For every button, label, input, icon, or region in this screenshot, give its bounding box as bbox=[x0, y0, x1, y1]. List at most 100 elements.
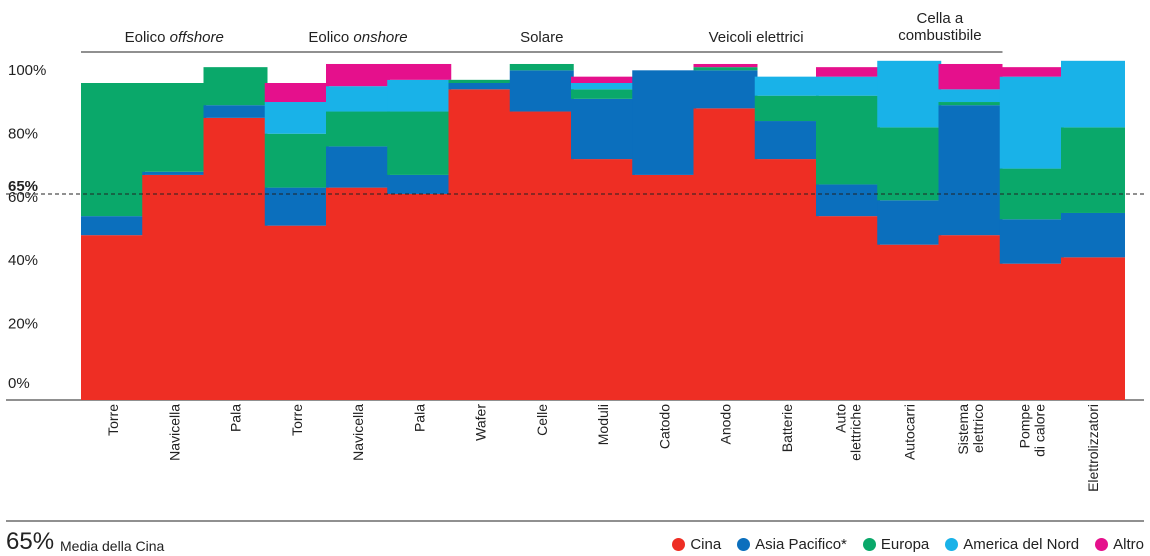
legend-label: Altro bbox=[1113, 536, 1144, 553]
bar-segment bbox=[387, 111, 452, 175]
bar-segment bbox=[509, 70, 574, 112]
x-category-label: Auto elettriche bbox=[833, 404, 864, 461]
legend-swatch bbox=[862, 538, 876, 551]
legend-item: Altro bbox=[1095, 536, 1144, 553]
x-category-label: Pala bbox=[228, 404, 244, 432]
bar-segment bbox=[816, 67, 880, 77]
x-category-label: Navicella bbox=[350, 404, 366, 461]
bar-segment bbox=[999, 263, 1064, 400]
x-category-label: Torre bbox=[289, 404, 305, 436]
bar-segment bbox=[1061, 257, 1125, 400]
x-category-text: Elettrolizzatori bbox=[1085, 404, 1101, 492]
x-category-text: Wafer bbox=[473, 404, 489, 441]
x-category-text: Pompe bbox=[1016, 404, 1032, 449]
x-category-label: Autocarri bbox=[901, 404, 917, 460]
bar-segment bbox=[754, 95, 819, 122]
bars bbox=[81, 60, 1125, 401]
x-category-text: Sistema bbox=[955, 404, 971, 455]
bar-segment bbox=[1061, 212, 1125, 258]
legend-item: Asia Pacifico* bbox=[737, 536, 847, 553]
bar-segment bbox=[326, 86, 390, 112]
bar-segment bbox=[448, 79, 513, 83]
bar-segment bbox=[142, 171, 207, 175]
bar-segment bbox=[264, 225, 329, 400]
bar-segment bbox=[142, 174, 207, 400]
x-category-label: Wafer bbox=[473, 404, 489, 441]
legend-label: Cina bbox=[690, 536, 722, 553]
bar-segment bbox=[938, 63, 1003, 90]
x-category-text: elettrico bbox=[970, 404, 986, 453]
bar-segment bbox=[81, 235, 145, 400]
bar-segment bbox=[448, 83, 513, 90]
legend-label: Asia Pacifico* bbox=[755, 536, 847, 553]
bar-segment bbox=[203, 67, 268, 106]
bar-segment bbox=[571, 159, 635, 400]
x-category-text: Moduli bbox=[595, 404, 611, 445]
y-tick-label: 20% bbox=[8, 316, 38, 333]
bar-segment bbox=[264, 187, 329, 226]
bar-segment bbox=[571, 98, 635, 160]
bar-segment bbox=[999, 219, 1064, 264]
bar-segment bbox=[816, 216, 880, 400]
bar-segment bbox=[264, 133, 329, 188]
bar-segment bbox=[509, 63, 574, 71]
x-category-text: Auto bbox=[833, 404, 849, 433]
bar-segment bbox=[203, 117, 268, 401]
x-category-label: Elettrolizzatori bbox=[1085, 404, 1101, 492]
group-titles: Eolico offshore Eolico onshore Solare Veico… bbox=[81, 10, 1003, 53]
y-tick-label: 80% bbox=[8, 125, 38, 142]
x-category-label: Sistema elettrico bbox=[955, 404, 986, 455]
bar-segment bbox=[571, 83, 635, 90]
x-category-label: Pala bbox=[411, 404, 427, 432]
bar-segment bbox=[387, 174, 452, 194]
x-category-text: elettriche bbox=[848, 404, 864, 461]
x-category-text: Celle bbox=[534, 404, 550, 436]
group-title: Cella a bbox=[917, 10, 964, 27]
bar-segment bbox=[571, 89, 635, 99]
legend-swatch bbox=[1095, 538, 1109, 551]
x-category-text: Autocarri bbox=[901, 404, 917, 460]
group-title: combustibile bbox=[898, 27, 981, 44]
average-value: 65% bbox=[6, 528, 55, 555]
bar-segment bbox=[632, 174, 697, 400]
bar-segment bbox=[816, 76, 880, 96]
bar-segment bbox=[264, 102, 329, 134]
y-tick-label: 100% bbox=[8, 62, 46, 79]
bar-segment bbox=[632, 70, 697, 175]
x-category-label: Navicella bbox=[166, 404, 182, 461]
reference-line: 65% bbox=[6, 178, 1144, 195]
legend: Cina Asia Pacifico* Europa America del Nord… bbox=[672, 536, 1144, 553]
x-category-label: Torre bbox=[105, 404, 121, 436]
y-tick-label: 0% bbox=[8, 375, 30, 392]
bar-segment bbox=[754, 76, 819, 96]
legend-label: Europa bbox=[880, 536, 930, 553]
x-category-label: Pompe di calore bbox=[1016, 404, 1047, 457]
x-category-label: Batterie bbox=[779, 404, 795, 452]
legend-item: Europa bbox=[862, 536, 930, 553]
bar-segment bbox=[326, 146, 390, 188]
bar-segment bbox=[142, 83, 207, 172]
group-title: Eolico onshore bbox=[308, 29, 407, 46]
bar-segment bbox=[571, 76, 635, 83]
stacked-bar-chart: Eolico offshore Eolico onshore Solare Veico… bbox=[6, 10, 1144, 522]
bar-segment bbox=[938, 105, 1003, 236]
group-title: Eolico offshore bbox=[125, 29, 224, 46]
group-title: Solare bbox=[520, 29, 563, 46]
bar-segment bbox=[81, 216, 145, 236]
bar-segment bbox=[81, 83, 145, 217]
bar-segment bbox=[754, 121, 819, 160]
legend-item: America del Nord bbox=[945, 536, 1079, 553]
x-category-text: Pala bbox=[411, 404, 427, 432]
bar-segment bbox=[693, 63, 758, 68]
bar-segment bbox=[693, 70, 758, 109]
chart-footer: 65% Media della Cina Cina Asia Pacifico* E… bbox=[6, 526, 1144, 556]
x-category-label: Moduli bbox=[595, 404, 611, 445]
x-category-text: Torre bbox=[289, 404, 305, 436]
x-axis: Torre Navicella Pala Torre Navicella Pala Wafe… bbox=[6, 404, 1144, 522]
bar-segment bbox=[877, 200, 942, 245]
bar-segment bbox=[1061, 127, 1125, 213]
group-title: Veicoli elettrici bbox=[709, 29, 804, 46]
x-category-text: di calore bbox=[1031, 404, 1047, 457]
bar-segment bbox=[693, 67, 758, 71]
bar-segment bbox=[264, 83, 329, 103]
